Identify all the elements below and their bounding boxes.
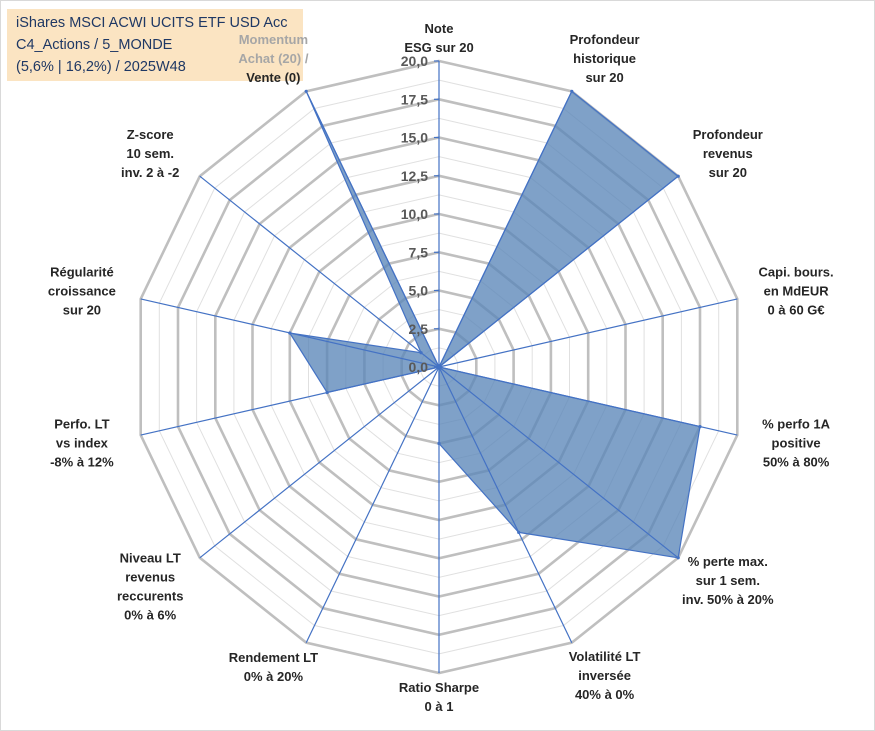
- axis-spoke: [438, 366, 573, 643]
- axis-label: Volatilité LT: [569, 649, 641, 664]
- axis-label: Note: [425, 21, 454, 36]
- chart-title-line-3: (5,6% | 16,2%) / 2025W48: [16, 59, 186, 75]
- data-point: [698, 425, 702, 429]
- data-point: [304, 89, 308, 93]
- data-point: [570, 89, 574, 93]
- axis-label: Momentum: [239, 32, 308, 47]
- axis-label: inversée: [578, 668, 631, 683]
- axis-spoke: [305, 366, 440, 643]
- axis-label: Capi. bours.: [759, 264, 834, 279]
- axis-label: positive: [772, 436, 821, 451]
- axis-label: 0 à 60 G€: [768, 302, 825, 317]
- chart-title-line-1: iShares MSCI ACWI UCITS ETF USD Acc: [16, 15, 288, 31]
- axis-label: 40% à 0%: [575, 687, 635, 702]
- axis-label: 0% à 6%: [124, 608, 176, 623]
- tick-label: 0,0: [409, 359, 429, 375]
- axis-label: 0 à 1: [425, 699, 454, 714]
- data-point: [437, 441, 441, 446]
- data-point: [517, 530, 521, 535]
- tick-label: 2,5: [409, 321, 429, 337]
- axis-label: Vente (0): [246, 70, 300, 85]
- axis-label: sur 1 sem.: [696, 573, 760, 588]
- axis-label: Profondeur: [570, 32, 640, 47]
- axis-spoke: [438, 366, 679, 559]
- axis-label: inv. 2 à -2: [121, 165, 179, 180]
- tick-label: 7,5: [409, 244, 429, 260]
- axis-label: Profondeur: [693, 127, 763, 142]
- data-point: [419, 351, 423, 355]
- chart-title-line-2: C4_Actions / 5_MONDE: [16, 37, 173, 53]
- axis-label: ESG sur 20: [404, 40, 473, 55]
- axis-label: historique: [573, 51, 636, 66]
- axis-label: % perfo 1A: [762, 417, 831, 432]
- axis-label: Achat (20) /: [238, 51, 308, 66]
- tick-label: 12,5: [401, 168, 428, 184]
- data-point: [676, 556, 680, 560]
- axis-label: -8% à 12%: [50, 455, 114, 470]
- axis-label: Ratio Sharpe: [399, 680, 479, 695]
- data-point: [288, 331, 292, 335]
- data-point: [325, 390, 329, 395]
- axis-spoke: [438, 175, 679, 368]
- axis-spoke: [199, 175, 440, 368]
- axis-label: inv. 50% à 20%: [682, 592, 774, 607]
- tick-label: 20,0: [401, 53, 428, 69]
- axis-label: revenus: [703, 146, 753, 161]
- axis-label: Z-score: [127, 127, 174, 142]
- tick-label: 10,0: [401, 206, 428, 222]
- axis-label: sur 20: [63, 302, 101, 317]
- axis-label: 10 sem.: [126, 146, 174, 161]
- axis-label: en MdEUR: [764, 283, 830, 298]
- axis-spoke: [438, 366, 738, 436]
- axis-label: reccurents: [117, 589, 183, 604]
- tick-label: 5,0: [409, 283, 429, 299]
- axis-spoke: [305, 91, 440, 368]
- axis-spoke: [438, 91, 573, 368]
- axis-spoke: [140, 366, 440, 436]
- axis-label: Rendement LT: [229, 650, 318, 665]
- axis-label: 0% à 20%: [244, 669, 304, 684]
- axis-label: sur 20: [585, 70, 623, 85]
- axis-label: Régularité: [50, 264, 114, 279]
- axis-spoke: [199, 366, 440, 559]
- axis-label: 50% à 80%: [763, 455, 830, 470]
- axis-label: croissance: [48, 283, 116, 298]
- tick-label: 15,0: [401, 130, 428, 146]
- axis-spoke: [438, 298, 738, 368]
- axis-label: Niveau LT: [120, 551, 181, 566]
- axis-label: revenus: [125, 570, 175, 585]
- axis-label: vs index: [56, 436, 109, 451]
- tick-label: 17,5: [401, 91, 428, 107]
- data-point: [676, 174, 680, 178]
- axis-label: sur 20: [709, 165, 747, 180]
- axis-label: % perte max.: [688, 554, 768, 569]
- axis-label: Perfo. LT: [54, 417, 109, 432]
- title-box: iShares MSCI ACWI UCITS ETF USD Acc C4_A…: [7, 9, 303, 81]
